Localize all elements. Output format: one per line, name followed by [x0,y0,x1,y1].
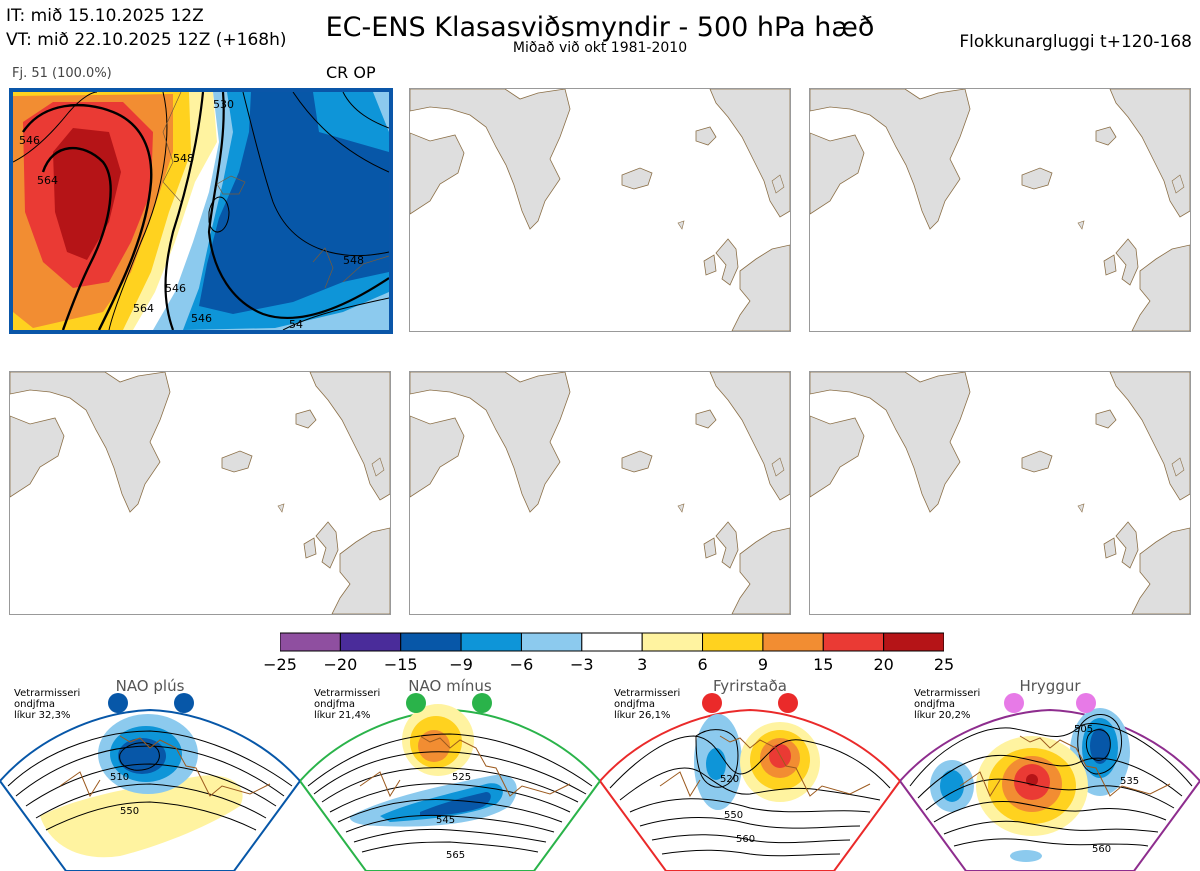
colorbar-tick-label: −25 [263,655,297,674]
contour-label: 510 [110,772,129,783]
contour-label: 530 [213,98,234,111]
cluster-map-panel: 546 564 548 530 546 548 546 564 54 [9,88,393,334]
regime-title: Fyrirstaða [713,677,787,695]
cluster-anomaly-map: 546 564 548 530 546 548 546 564 54 [13,92,389,330]
regime-panel-nao-plus: 510 550 NAO plús Vetrarmisseri ondjfma lík… [0,676,300,871]
contour-label: 545 [436,815,455,826]
regime-dot [1076,693,1096,713]
colorbar-tick-label: 9 [757,655,768,674]
colorbar-tick-label: −15 [383,655,418,674]
colorbar-segment [702,632,764,652]
colorbar-segment [762,632,824,652]
cluster-label: CR OP [326,63,376,82]
contour-label: 505 [1074,724,1093,735]
colorbar-segment [460,632,522,652]
empty-map-panel [809,371,1191,615]
colorbar-segment [339,632,402,652]
contour-label: 520 [720,774,739,785]
page-subtitle: Miðað við okt 1981-2010 [512,40,688,56]
valid-time: VT: mið 22.10.2025 12Z (+168h) [6,30,287,50]
contour-label: 548 [343,254,364,267]
contour-label: 564 [133,302,154,315]
regime-dot [108,693,128,713]
regime-note: Vetrarmisseri ondjfma líkur 21,4% [314,688,381,721]
regime-title: Hryggur [1019,677,1081,695]
contour-label: 550 [120,806,139,817]
empty-map-panel [9,371,391,615]
contour-label: 535 [1120,776,1139,787]
colorbar-segment [883,632,944,652]
empty-map-panel [809,88,1191,332]
regime-dot [472,693,492,713]
regime-dot [702,693,722,713]
colorbar-segment [581,632,643,652]
colorbar-tick-label: 20 [873,655,894,674]
colorbar-tick-label: −3 [570,655,594,674]
colorbar-segment [822,632,885,652]
contour-label: 54 [289,318,303,330]
colorbar-segment [400,632,462,652]
regime-dot [406,693,426,713]
regime-note: Vetrarmisseri ondjfma líkur 20,2% [914,688,981,721]
contour-label: 525 [452,772,471,783]
empty-map-panel [409,88,791,332]
contour-label: 546 [165,282,186,295]
regime-dot [778,693,798,713]
contour-label: 560 [736,834,755,845]
colorbar-segment [520,632,583,652]
colorbar-tick-label: 6 [697,655,708,674]
regime-dot [1004,693,1024,713]
colorbar-segment [280,632,341,652]
colorbar-segment [641,632,704,652]
regime-dot [174,693,194,713]
colorbar-tick-label: −20 [323,655,358,674]
classification-window: Flokkunargluggi t+120-168 [959,32,1192,52]
contour-label: 546 [19,134,40,147]
empty-map-panel [409,371,791,615]
colorbar-tick-label: 25 [933,655,955,674]
regime-panel-nao-minus: 525 545 565 NAO mínus Vetrarmisseri ondjf… [300,676,600,871]
colorbar [280,632,944,652]
regime-note: Vetrarmisseri ondjfma líkur 26,1% [614,688,681,721]
regime-title: NAO mínus [408,677,492,695]
colorbar-tick-label: 15 [813,655,834,674]
cluster-member-count: Fj. 51 (100.0%) [12,66,112,81]
initial-time: IT: mið 15.10.2025 12Z [6,6,204,26]
regime-panel-blocking: 520 550 560 Fyrirstaða Vetrarmisseri ondj… [600,676,900,871]
colorbar-tick-label: −9 [449,655,473,674]
regime-title: NAO plús [115,677,185,695]
regime-panel-ridge: 505 535 560 Hryggur Vetrarmisseri ondjfma… [900,676,1200,871]
colorbar-tick-label: −6 [509,655,534,674]
regime-note: Vetrarmisseri ondjfma líkur 32,3% [14,688,81,721]
contour-label: 550 [724,810,743,821]
contour-label: 546 [191,312,212,325]
contour-label: 565 [446,850,465,861]
page-title: EC-ENS Klasasviðsmyndir - 500 hPa hæð [325,12,875,43]
contour-label: 560 [1092,844,1111,855]
contour-label: 548 [173,152,194,165]
colorbar-tick-label: 3 [637,655,648,674]
contour-label: 564 [37,174,58,187]
